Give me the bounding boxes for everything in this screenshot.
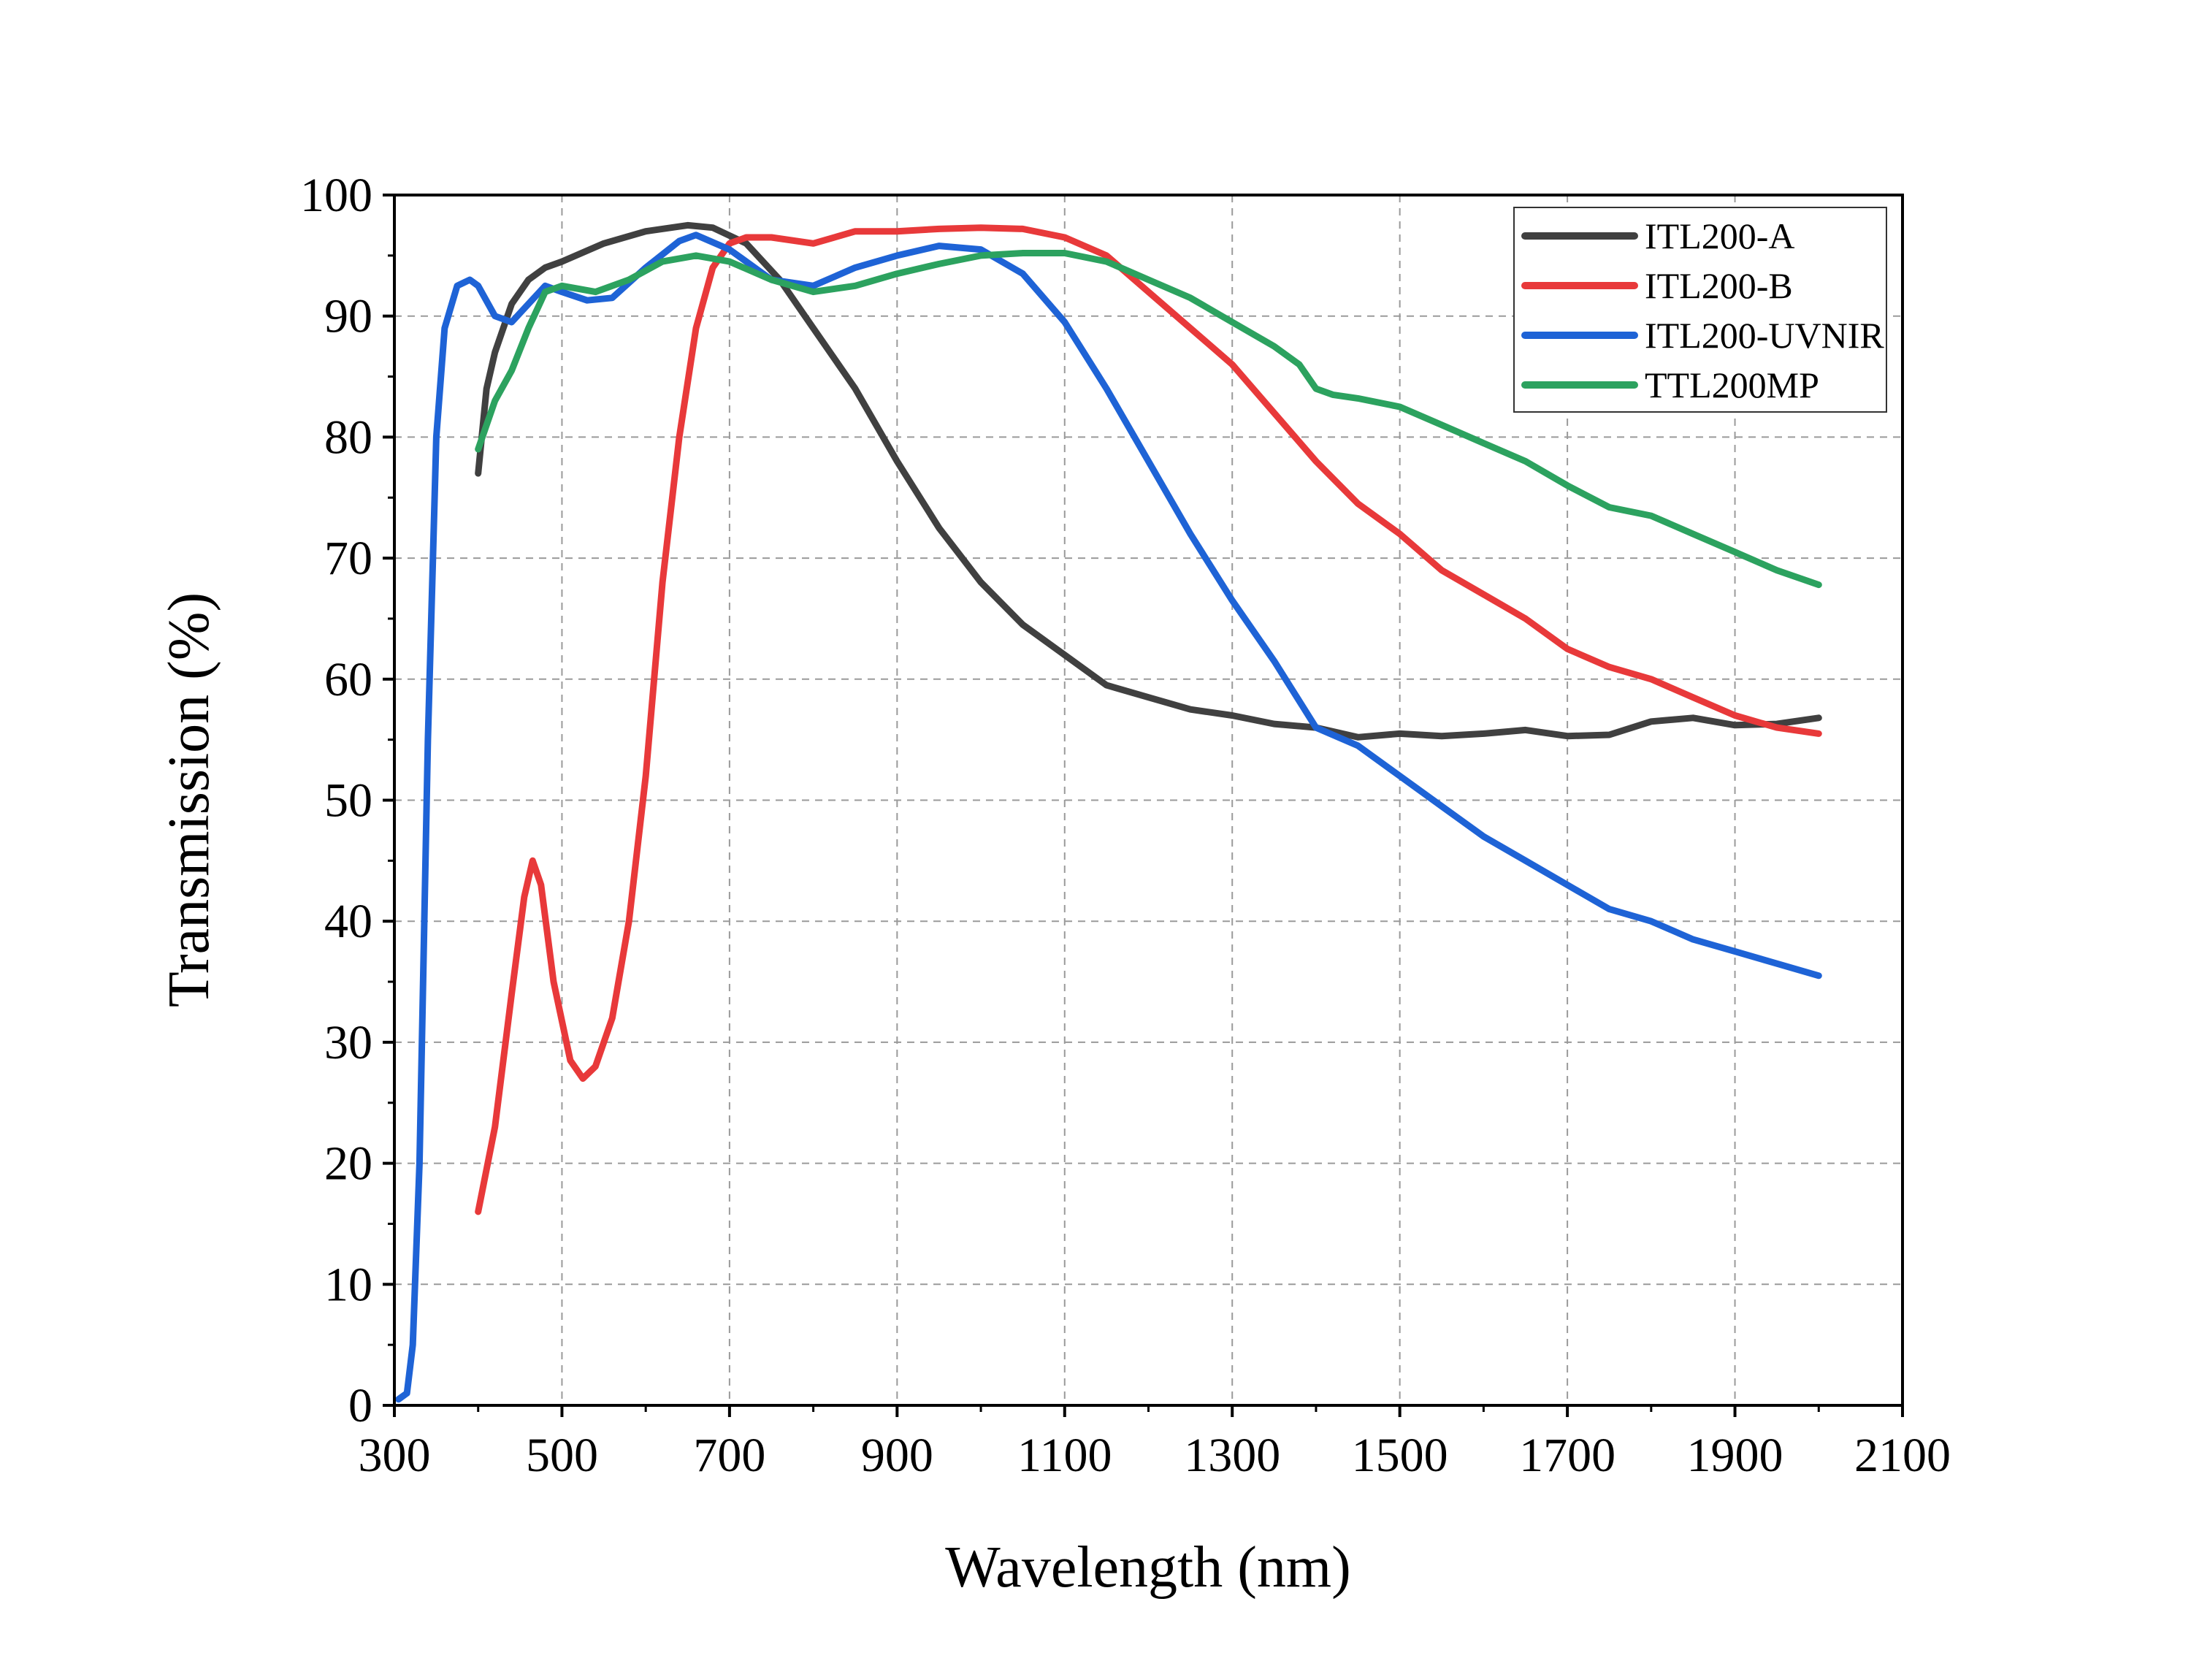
legend-label-ttl200mp: TTL200MP — [1645, 364, 1819, 405]
x-tick-label: 1300 — [1184, 1429, 1280, 1482]
x-tick-label: 1500 — [1352, 1429, 1448, 1482]
legend-box — [1513, 207, 1887, 413]
y-tick-label: 80 — [324, 411, 372, 464]
x-axis-title: Wavelength (nm) — [945, 1535, 1351, 1600]
y-axis-title: Transmission (%) — [157, 592, 221, 1007]
y-tick-label: 0 — [348, 1379, 372, 1432]
legend-label-itl200-b: ITL200-B — [1645, 265, 1793, 306]
y-tick-label: 10 — [324, 1258, 372, 1311]
series-line-itl200-a — [475, 221, 1822, 741]
legend-label-itl200-a: ITL200-A — [1645, 215, 1795, 256]
x-tick-label: 700 — [693, 1429, 765, 1482]
y-tick-label: 50 — [324, 774, 372, 828]
legend-label-itl200-uvnir: ITL200-UVNIR — [1645, 315, 1884, 356]
y-tick-label: 100 — [300, 169, 372, 222]
series-line-itl200-uvnir — [395, 232, 1822, 1403]
x-tick-label: 2100 — [1854, 1429, 1951, 1482]
series-line-ttl200mp — [475, 250, 1822, 589]
axis-ticks: 300 500 700 900 1100 1300 1500 1700 1900 2100 0 10 2… — [300, 169, 1951, 1482]
series-group — [395, 221, 1822, 1403]
x-tick-label: 1700 — [1519, 1429, 1615, 1482]
series-line-itl200-b — [475, 224, 1822, 1215]
y-tick-label: 30 — [324, 1016, 372, 1069]
x-tick-label: 900 — [861, 1429, 933, 1482]
legend: ITL200-A ITL200-B ITL200-UVNIR TTL200MP — [1513, 207, 1887, 413]
y-tick-label: 90 — [324, 290, 372, 343]
x-tick-label: 1900 — [1687, 1429, 1783, 1482]
x-tick-label: 1100 — [1017, 1429, 1112, 1482]
x-tick-label: 500 — [526, 1429, 598, 1482]
y-tick-label: 40 — [324, 895, 372, 948]
y-tick-label: 20 — [324, 1137, 372, 1191]
y-tick-label: 60 — [324, 653, 372, 706]
x-tick-label: 300 — [359, 1429, 431, 1482]
y-tick-label: 70 — [324, 532, 372, 585]
